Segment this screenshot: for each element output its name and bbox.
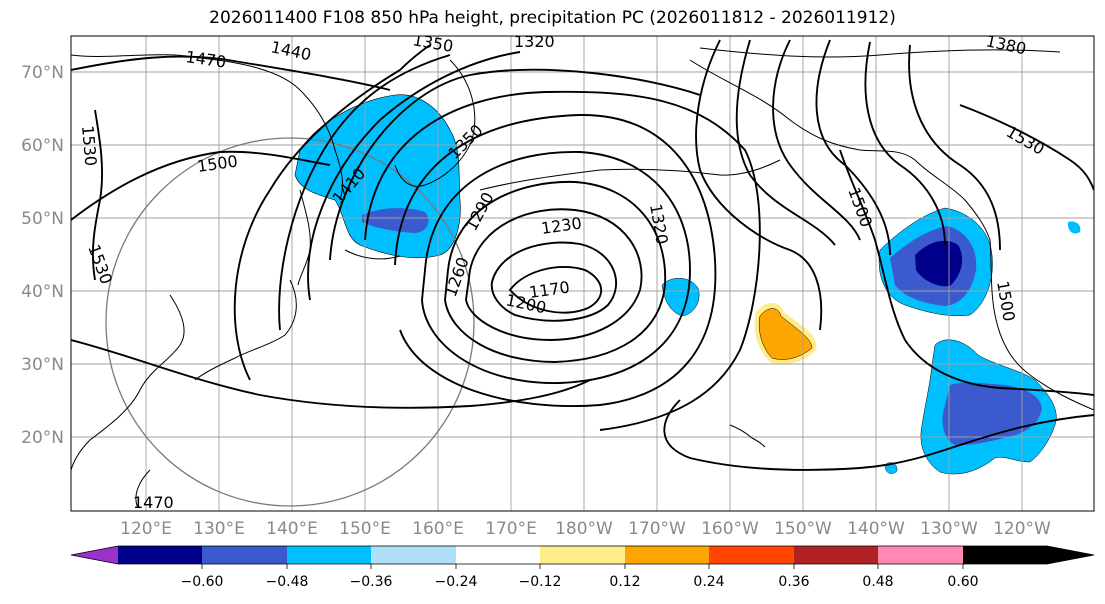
precip-region-kuril-core: [362, 208, 429, 233]
precipitation-shading: [294, 94, 1081, 475]
latitude-label: 30°N: [21, 355, 64, 375]
longitude-label: 150°E: [339, 519, 391, 539]
colorbar-segment: [287, 546, 371, 564]
longitude-axis: 120°E 130°E 140°E 150°E 160°E 170°E 180°…: [120, 519, 1051, 539]
colorbar-ticks: [201, 564, 964, 569]
height-contours: [71, 39, 1094, 471]
latitude-label: 60°N: [21, 136, 64, 156]
colorbar-tick-label: 0.60: [947, 574, 978, 590]
colorbar-segment: [625, 546, 709, 564]
contour-south: [663, 399, 1094, 471]
contour-1470: [233, 44, 431, 381]
coast-korea-china: [71, 294, 185, 471]
colorbar-segment: [202, 546, 287, 564]
contour-1470-west: [71, 55, 391, 91]
coast-kamchatka: [394, 59, 476, 187]
colorbar-segment: [371, 546, 456, 564]
colorbar-segment: [878, 546, 963, 564]
colorbar-segment: [709, 546, 794, 564]
contour-east-1530: [959, 104, 1094, 191]
coast-arctic: [699, 47, 1061, 58]
colorbar-tick-label: −0.48: [266, 574, 309, 590]
contour-label: 1470: [133, 493, 174, 512]
colorbar-segment: [71, 546, 118, 564]
contour-1350: [364, 90, 761, 431]
contour-1500-west: [71, 150, 331, 221]
longitude-label: 170°E: [485, 519, 537, 539]
contour-east-1470: [908, 44, 1001, 251]
map-title: 2026011400 F108 850 hPa height, precipit…: [209, 8, 896, 28]
coast-north-america: [989, 239, 1094, 411]
contour-east-1350: [735, 39, 836, 246]
contour-low-1230: [465, 208, 643, 341]
contour-low-1290: [421, 151, 691, 384]
latitude-label: 20°N: [21, 428, 64, 448]
contour-low-1170: [508, 266, 603, 314]
map-border: [70, 35, 1095, 512]
coast-asia-north: [71, 54, 343, 201]
colorbar-segment: [963, 546, 1094, 564]
contour-1320: [394, 114, 717, 407]
contour-1530-west: [91, 109, 104, 281]
contour-label: 1530: [78, 125, 100, 167]
contour-1380: [329, 68, 701, 261]
contour-label: 1320: [514, 32, 555, 51]
contour-1440: [278, 54, 451, 331]
longitude-label: 160°W: [701, 519, 759, 539]
colorbar-tick-label: 0.36: [778, 574, 809, 590]
longitude-label: 130°W: [920, 519, 978, 539]
colorbar-segment: [118, 546, 202, 564]
contour-east-1500: [839, 149, 1094, 396]
latitude-label: 70°N: [21, 63, 64, 83]
contour-1410: [307, 51, 521, 301]
precip-region-spot-2: [1067, 221, 1081, 234]
latitude-label: 40°N: [21, 282, 64, 302]
longitude-label: 170°W: [628, 519, 686, 539]
colorbar-tick-label: −0.12: [519, 574, 562, 590]
contour-east-1320: [695, 39, 823, 331]
precip-region-southeast-core: [942, 382, 1042, 446]
colorbar-segment: [540, 546, 625, 564]
latitude-axis: 70°N 60°N 50°N 40°N 30°N 20°N: [21, 63, 64, 448]
coast-japan: [194, 279, 297, 381]
reference-circle: [105, 137, 475, 507]
colorbar-segment: [794, 546, 878, 564]
colorbar-tick-label: 0.24: [693, 574, 724, 590]
longitude-label: 160°E: [412, 519, 464, 539]
coast-hawaii: [729, 424, 766, 448]
precip-region-northeast-core: [915, 240, 963, 287]
longitude-label: 120°E: [120, 519, 172, 539]
colorbar-segment: [456, 546, 540, 564]
longitude-label: 130°E: [193, 519, 245, 539]
colorbar: −0.60 −0.48 −0.36 −0.24 −0.12 0.12 0.24 …: [70, 545, 1095, 590]
colorbar-tick-label: −0.24: [435, 574, 478, 590]
colorbar-outline: [70, 545, 1095, 565]
longitude-label: 180°W: [555, 519, 613, 539]
coast-alaska: [689, 59, 991, 241]
contour-low-1260: [444, 181, 667, 363]
longitude-label: 140°W: [847, 519, 905, 539]
longitude-label: 150°W: [774, 519, 832, 539]
precip-region-positive-core: [758, 308, 813, 360]
longitude-label: 120°W: [993, 519, 1051, 539]
longitude-label: 140°E: [266, 519, 318, 539]
contour-east-1380: [772, 39, 861, 241]
colorbar-tick-label: −0.60: [181, 574, 224, 590]
latitude-label: 50°N: [21, 209, 64, 229]
colorbar-tick-label: 0.12: [609, 574, 640, 590]
colorbar-tick-label: 0.48: [862, 574, 893, 590]
colorbar-tick-label: −0.36: [350, 574, 393, 590]
contour-low-1200: [490, 241, 618, 322]
contour-east-1440: [864, 41, 946, 246]
coast-taiwan: [135, 469, 151, 509]
contour-subtropical: [71, 339, 591, 409]
